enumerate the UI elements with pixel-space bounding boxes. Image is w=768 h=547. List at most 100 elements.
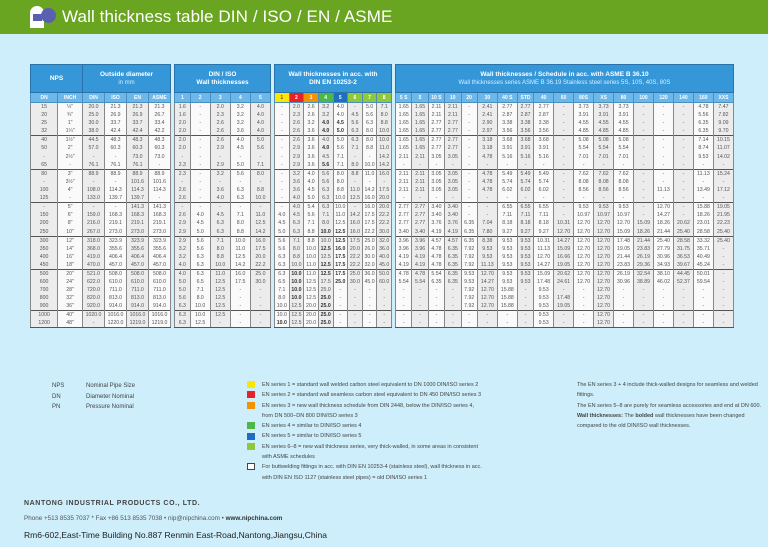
table-cell: - xyxy=(189,102,211,111)
table-cell: 12.70 xyxy=(573,235,595,245)
table-cell: - xyxy=(613,319,635,329)
table-cell: 17.48 xyxy=(553,294,575,303)
table-cell: 15.88 xyxy=(496,294,518,303)
table-cell: 3.96 xyxy=(394,244,413,253)
table-cell: - xyxy=(573,194,595,203)
table-cell: 3.40 xyxy=(411,227,429,236)
table-cell: 5.16 xyxy=(496,152,518,161)
col-header-asme-20: 20 xyxy=(460,92,478,103)
table-cell: - xyxy=(376,310,392,320)
table-cell: 150 xyxy=(29,211,59,220)
table-cell: - xyxy=(633,111,654,120)
table-cell: 8.56 xyxy=(573,185,595,195)
table-cell: 4.0 xyxy=(332,102,349,111)
table-cell: - xyxy=(516,302,535,311)
table-cell: - xyxy=(653,177,674,186)
col-header-en-4: 4 xyxy=(317,92,334,103)
table-cell: - xyxy=(553,202,575,212)
table-cell: 36" xyxy=(57,302,83,311)
contact-info: Phone +513 8535 7037 * Fax +86 513 8535 … xyxy=(24,515,283,522)
table-cell: 24.61 xyxy=(553,277,575,287)
table-cell: 4.5 xyxy=(274,219,290,228)
table-cell: 14.27 xyxy=(653,211,674,220)
table-cell: 35.71 xyxy=(692,244,714,253)
table-cell: 3.91 xyxy=(496,144,518,153)
en-series-legend: EN series 1 = standard wall welded carbo… xyxy=(247,380,482,483)
table-cell: - xyxy=(553,102,575,111)
table-cell: 9.53 xyxy=(533,302,555,311)
table-cell: 4.0 xyxy=(174,268,191,278)
table-cell: 15.88 xyxy=(496,286,518,295)
table-cell: 3.6 xyxy=(303,160,319,170)
table-cell: 6.3 xyxy=(274,252,290,261)
table-cell: - xyxy=(553,135,575,145)
table-cell: - xyxy=(460,211,478,220)
table-cell: 60.3 xyxy=(126,144,149,153)
table-cell: 5.56 xyxy=(692,111,714,120)
table-cell: 7.04 xyxy=(476,219,498,228)
table-cell: 3.68 xyxy=(516,135,535,145)
table-cell: 10.0 xyxy=(376,135,392,145)
table-cell: 16.66 xyxy=(553,252,575,261)
table-cell: 25.0 xyxy=(317,294,334,303)
table-cell: 15.24 xyxy=(712,168,735,178)
table-cell: 9.53 xyxy=(613,202,635,212)
table-cell: 139.7 xyxy=(126,194,149,203)
color-swatch-icon xyxy=(247,422,255,430)
col-header-asme-80s: 80S xyxy=(573,92,595,103)
table-cell: 9.53 xyxy=(533,319,555,329)
table-cell: - xyxy=(460,144,478,153)
table-cell: - xyxy=(229,294,251,303)
col-header-od-asme: ASME xyxy=(148,92,171,103)
table-cell: 25 xyxy=(29,119,59,128)
table-cell: 3.6 xyxy=(288,185,305,195)
table-cell: 12.5 xyxy=(317,260,334,270)
table-cell: 9.53 xyxy=(516,268,535,278)
table-cell: 15.09 xyxy=(533,268,555,278)
table-cell: - xyxy=(209,177,231,186)
table-cell: - xyxy=(249,310,272,320)
table-cell: - xyxy=(174,177,191,186)
table-cell: 15 xyxy=(29,102,59,111)
table-cell: 10.0 xyxy=(303,244,319,253)
table-cell: 7.1 xyxy=(274,286,290,295)
table-cell: 9.53 xyxy=(573,202,595,212)
table-cell: 12.70 xyxy=(613,219,635,228)
table-cell: 4.0 xyxy=(303,177,319,186)
table-cell: 3.38 xyxy=(533,119,555,128)
table-cell: - xyxy=(516,286,535,295)
table-cell: 2.11 xyxy=(394,177,413,186)
table-cell: 12.70 xyxy=(573,260,595,270)
table-cell: - xyxy=(573,160,595,170)
table-cell: 3.2 xyxy=(174,252,191,261)
table-cell: 216.0 xyxy=(82,219,105,228)
table-cell: 26.9 xyxy=(126,111,149,120)
table-cell: 88.9 xyxy=(82,168,105,178)
table-cell: 4.78 xyxy=(692,102,714,111)
table-cell: 406.4 xyxy=(104,252,127,261)
table-cell: - xyxy=(444,294,462,303)
table-cell: - xyxy=(712,260,735,270)
table-cell: 4.85 xyxy=(573,127,595,136)
table-cell: - xyxy=(476,194,498,203)
table-cell: 10.0 xyxy=(332,194,349,203)
table-cell: 5.6 xyxy=(274,244,290,253)
table-cell: - xyxy=(613,160,635,170)
table-cell: - xyxy=(427,319,446,329)
table-cell: 141.3 xyxy=(126,202,149,212)
table-cell: - xyxy=(653,160,674,170)
table-cell: 14.2 xyxy=(361,185,378,195)
table-cell: 1.65 xyxy=(411,135,429,145)
table-cell: 8.8 xyxy=(249,185,272,195)
table-cell: 2.77 xyxy=(394,219,413,228)
website-link[interactable]: www.nipchina.com xyxy=(225,515,283,522)
table-cell: - xyxy=(712,252,735,261)
table-cell: 3.96 xyxy=(411,235,429,245)
table-cell: 920.0 xyxy=(82,302,105,311)
table-cell: 10.0 xyxy=(209,260,231,270)
table-cell: 108.0 xyxy=(82,185,105,195)
table-cell: 2.87 xyxy=(516,111,535,120)
table-cell: 48.3 xyxy=(104,135,127,145)
table-cell: 1016.0 xyxy=(148,310,171,320)
table-cell: 33.7 xyxy=(104,119,127,128)
